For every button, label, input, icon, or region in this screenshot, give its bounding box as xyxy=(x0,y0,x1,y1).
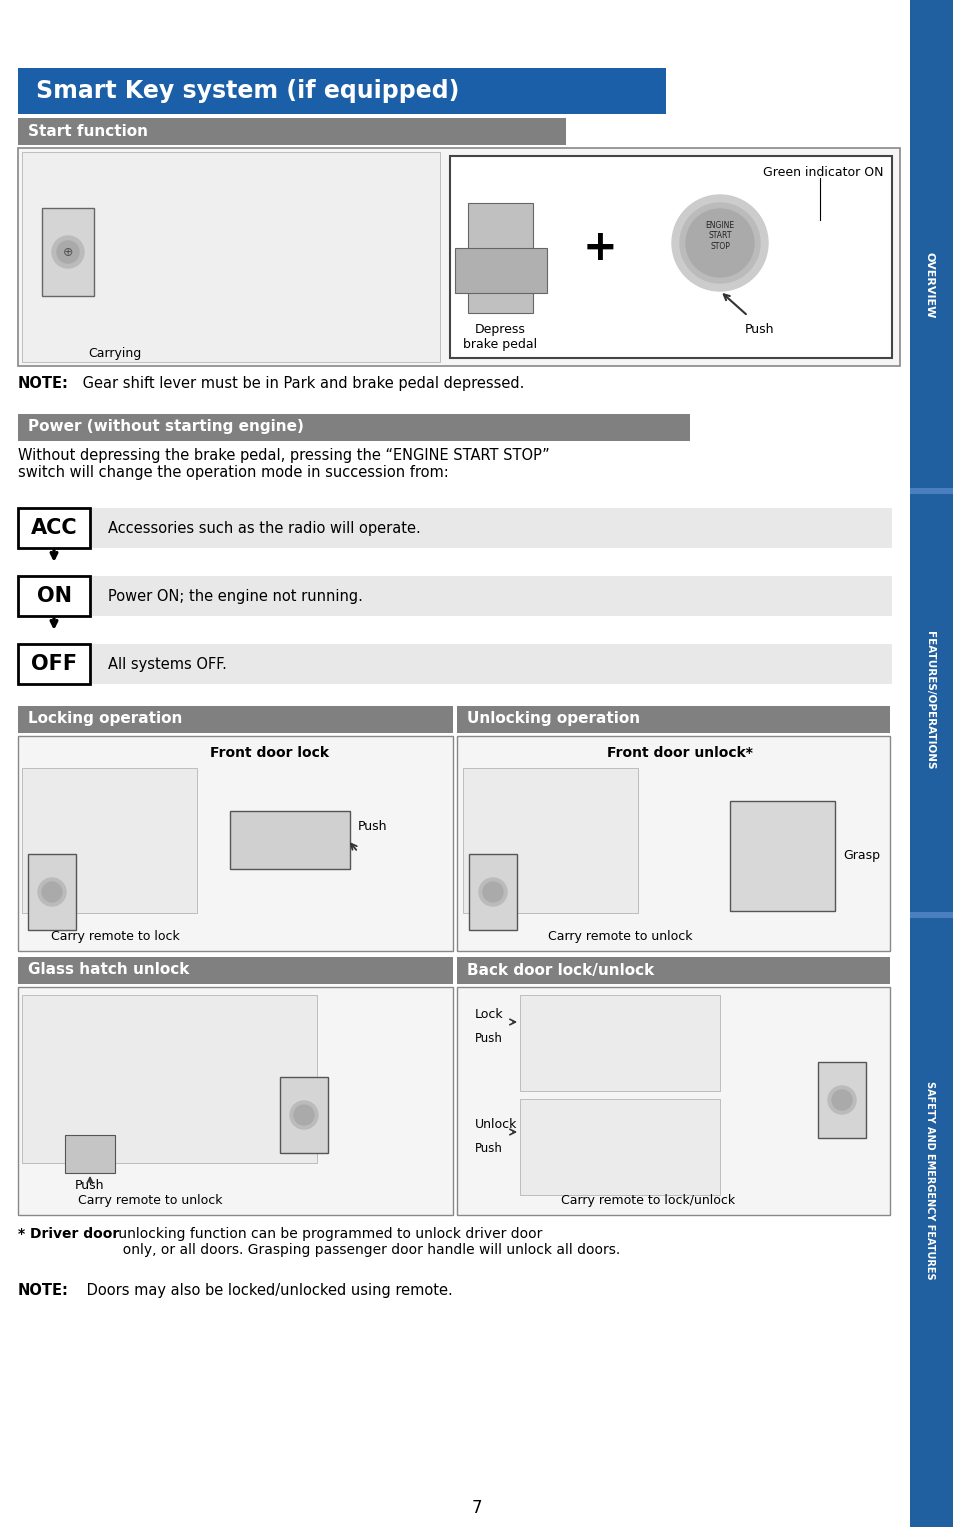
Text: Push: Push xyxy=(357,820,387,832)
Circle shape xyxy=(290,1101,317,1128)
Text: Start function: Start function xyxy=(28,124,148,139)
Text: Back door lock/unlock: Back door lock/unlock xyxy=(467,962,654,977)
Text: Glass hatch unlock: Glass hatch unlock xyxy=(28,962,190,977)
Bar xyxy=(22,153,439,362)
Bar xyxy=(28,854,76,930)
Bar xyxy=(91,644,891,684)
Text: Smart Key system (if equipped): Smart Key system (if equipped) xyxy=(36,79,459,102)
Text: Push: Push xyxy=(75,1179,105,1193)
Text: Lock: Lock xyxy=(475,1008,503,1022)
Text: Gear shift lever must be in Park and brake pedal depressed.: Gear shift lever must be in Park and bra… xyxy=(78,376,524,391)
Bar xyxy=(909,912,953,918)
Bar xyxy=(280,1077,328,1153)
Bar xyxy=(18,986,453,1215)
Bar xyxy=(455,247,546,293)
Text: All systems OFF.: All systems OFF. xyxy=(108,657,227,672)
Circle shape xyxy=(38,878,66,906)
Text: Doors may also be locked/unlocked using remote.: Doors may also be locked/unlocked using … xyxy=(82,1283,453,1298)
Bar xyxy=(909,0,953,1527)
Bar xyxy=(91,576,891,615)
Text: Carrying: Carrying xyxy=(89,348,141,360)
Bar xyxy=(18,508,90,548)
Bar xyxy=(18,148,899,366)
Text: Push: Push xyxy=(475,1032,502,1046)
Text: ⊕: ⊕ xyxy=(63,246,73,258)
Text: ACC: ACC xyxy=(30,518,77,538)
Bar xyxy=(22,996,316,1164)
Bar xyxy=(18,957,453,983)
Text: +: + xyxy=(582,228,617,269)
Text: Green indicator ON: Green indicator ON xyxy=(762,166,883,179)
Text: unlocking function can be programmed to unlock driver door
  only, or all doors.: unlocking function can be programmed to … xyxy=(113,1228,619,1257)
Bar xyxy=(42,208,94,296)
Text: Carry remote to unlock: Carry remote to unlock xyxy=(77,1194,222,1206)
Bar xyxy=(18,644,90,684)
Text: Carry remote to unlock: Carry remote to unlock xyxy=(547,930,692,944)
Circle shape xyxy=(294,1106,314,1125)
Bar xyxy=(456,705,889,733)
Circle shape xyxy=(685,209,753,276)
Text: Unlock: Unlock xyxy=(475,1118,517,1132)
Bar xyxy=(18,414,689,441)
Text: OFF: OFF xyxy=(30,654,77,673)
Text: Power (without starting engine): Power (without starting engine) xyxy=(28,420,304,435)
Text: FEATURES/OPERATIONS: FEATURES/OPERATIONS xyxy=(924,631,934,770)
Text: ON: ON xyxy=(36,586,71,606)
Text: Without depressing the brake pedal, pressing the “ENGINE START STOP”
switch will: Without depressing the brake pedal, pres… xyxy=(18,447,549,481)
Bar xyxy=(18,118,565,145)
Bar xyxy=(456,957,889,983)
Bar xyxy=(18,705,453,733)
Bar xyxy=(909,489,953,495)
Text: OVERVIEW: OVERVIEW xyxy=(924,252,934,318)
Bar xyxy=(65,1135,115,1173)
Text: Carry remote to lock/unlock: Carry remote to lock/unlock xyxy=(560,1194,735,1206)
Circle shape xyxy=(831,1090,851,1110)
Text: Unlocking operation: Unlocking operation xyxy=(467,712,639,727)
Bar xyxy=(456,736,889,951)
Bar xyxy=(519,996,720,1090)
Bar xyxy=(91,508,891,548)
Text: SAFETY AND EMERGENCY FEATURES: SAFETY AND EMERGENCY FEATURES xyxy=(924,1081,934,1280)
Text: Accessories such as the radio will operate.: Accessories such as the radio will opera… xyxy=(108,521,420,536)
Text: Push: Push xyxy=(475,1142,502,1156)
Circle shape xyxy=(52,237,84,269)
Text: NOTE:: NOTE: xyxy=(18,376,69,391)
Bar xyxy=(18,69,665,115)
Circle shape xyxy=(42,883,62,902)
Bar xyxy=(462,768,638,913)
Text: Front door unlock*: Front door unlock* xyxy=(606,747,752,760)
Circle shape xyxy=(482,883,502,902)
Bar xyxy=(18,736,453,951)
Text: Front door lock: Front door lock xyxy=(211,747,329,760)
Bar xyxy=(519,1099,720,1196)
Circle shape xyxy=(671,195,767,292)
Bar xyxy=(22,768,196,913)
Bar xyxy=(729,802,834,912)
Text: ENGINE
START
STOP: ENGINE START STOP xyxy=(704,221,734,250)
Text: Power ON; the engine not running.: Power ON; the engine not running. xyxy=(108,588,362,603)
Text: 7: 7 xyxy=(471,1500,482,1516)
Text: Push: Push xyxy=(744,324,774,336)
Bar xyxy=(468,203,533,313)
Bar xyxy=(469,854,517,930)
Bar xyxy=(450,156,891,357)
Bar xyxy=(817,1061,865,1138)
Circle shape xyxy=(478,878,506,906)
Circle shape xyxy=(57,241,79,263)
Circle shape xyxy=(827,1086,855,1115)
Bar xyxy=(18,576,90,615)
Text: NOTE:: NOTE: xyxy=(18,1283,69,1298)
Circle shape xyxy=(679,203,760,282)
Text: Locking operation: Locking operation xyxy=(28,712,182,727)
Bar xyxy=(230,811,350,869)
Text: Depress
brake pedal: Depress brake pedal xyxy=(462,324,537,351)
Bar xyxy=(456,986,889,1215)
Text: * Driver door: * Driver door xyxy=(18,1228,119,1241)
Text: Carry remote to lock: Carry remote to lock xyxy=(51,930,179,944)
Text: Grasp: Grasp xyxy=(842,849,879,863)
